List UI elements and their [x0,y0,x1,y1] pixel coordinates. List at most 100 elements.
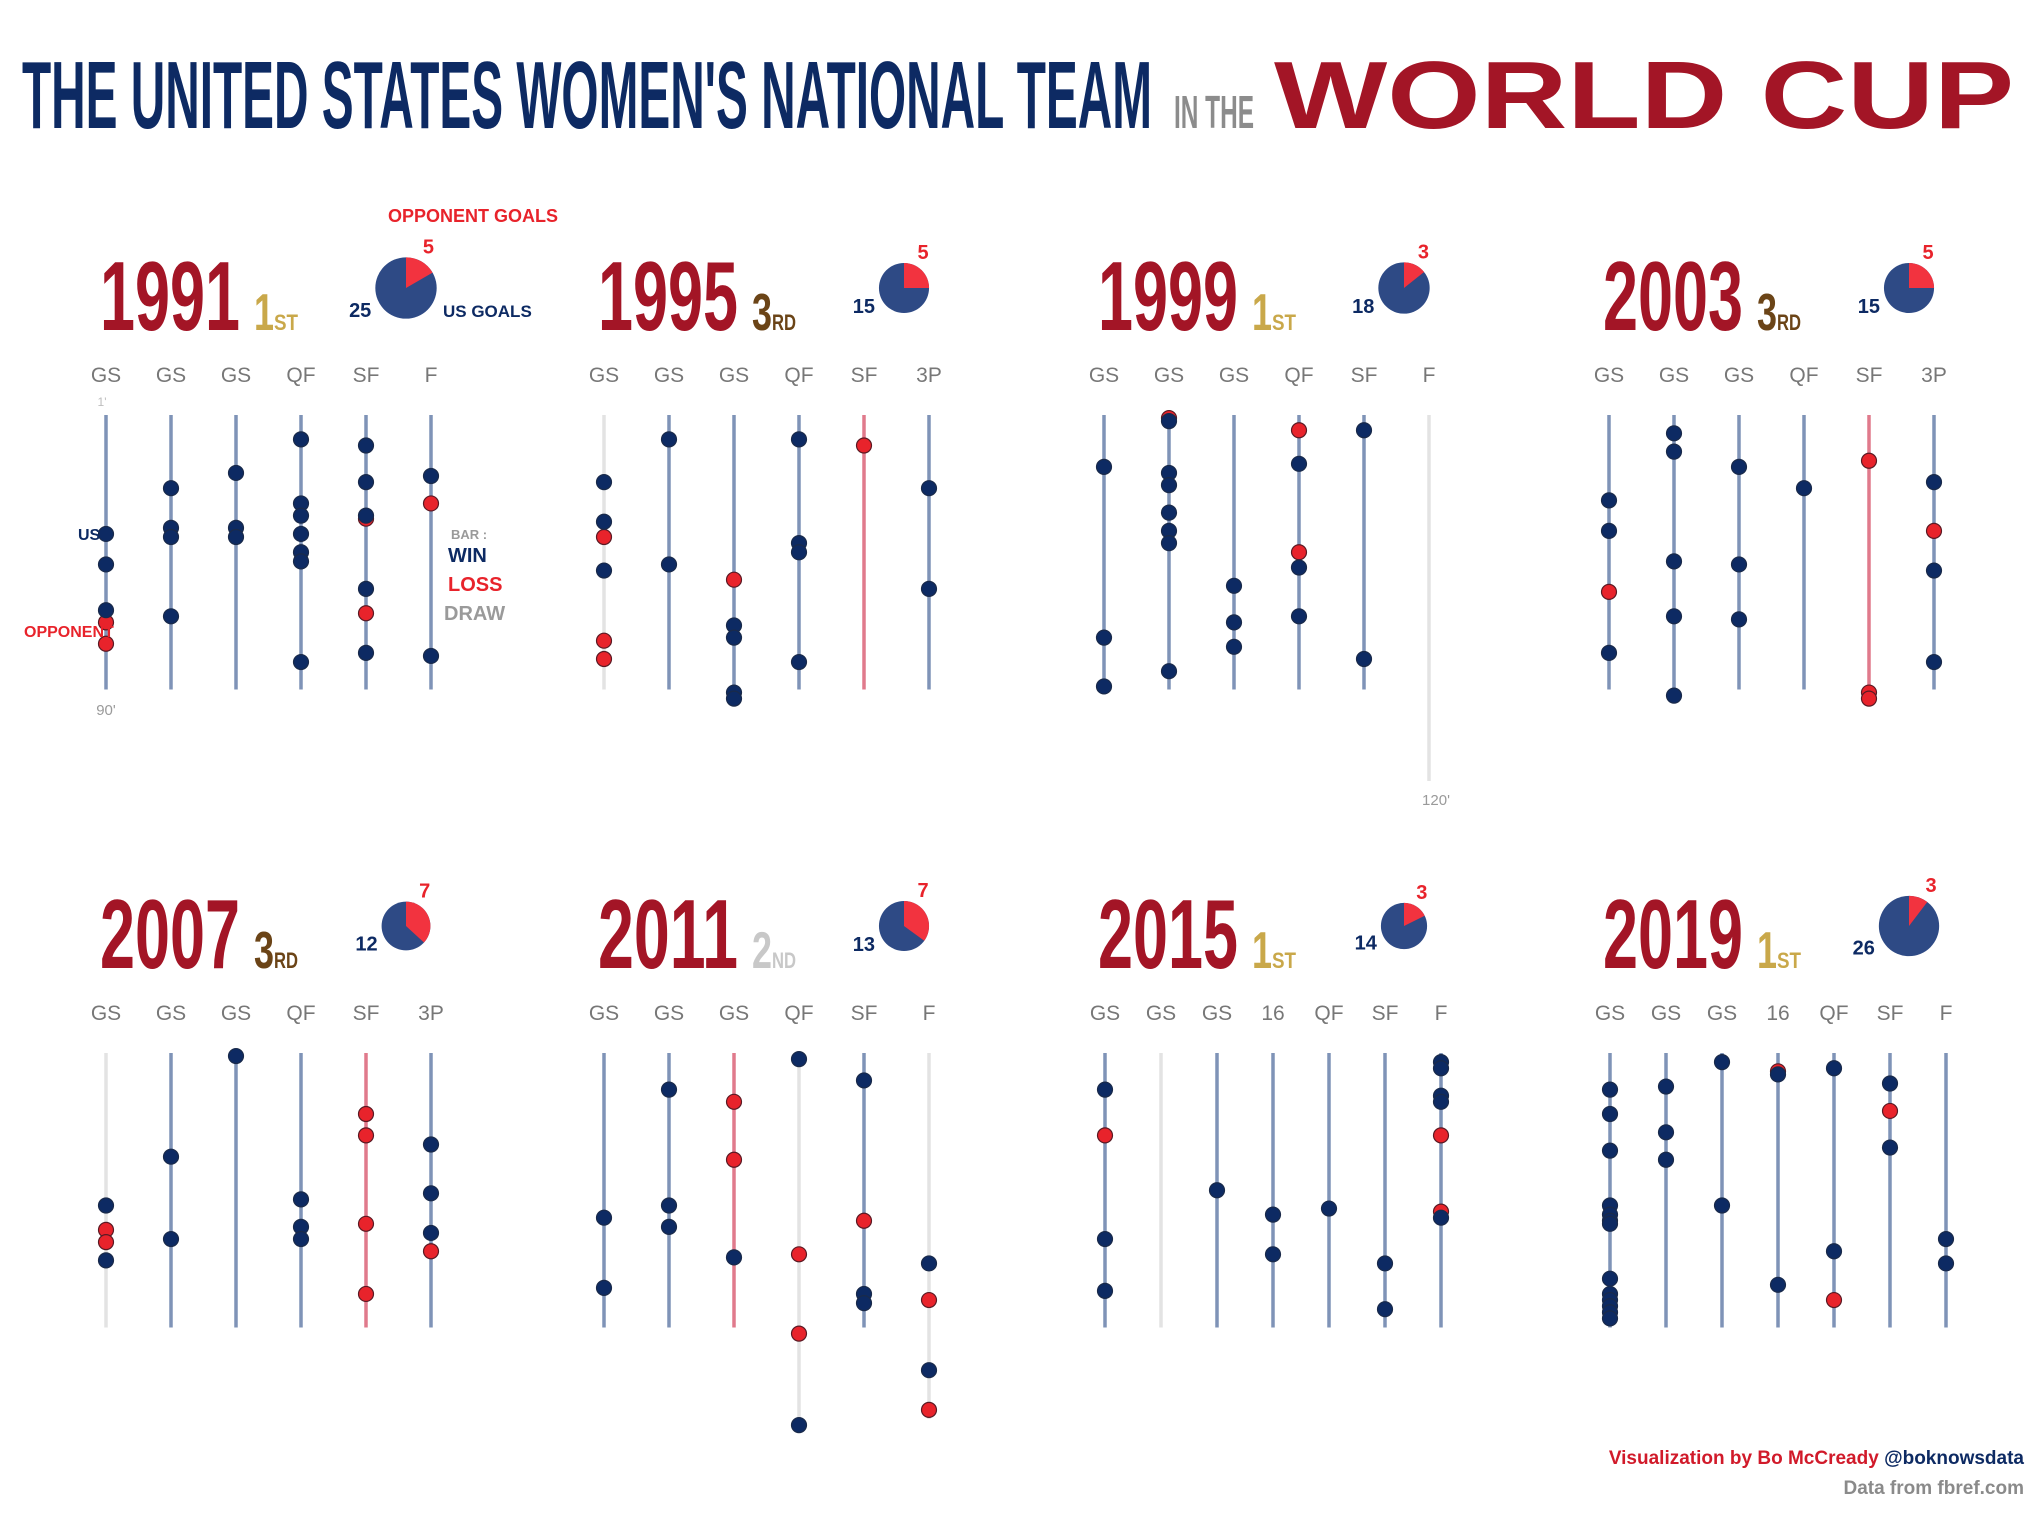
us-goal-dot [660,431,678,448]
finish-suffix: RD [274,948,298,973]
stage-label: SF [1856,364,1883,387]
us-goal-dot [790,431,808,448]
stage-label: 3P [916,364,942,387]
finish-number: 2 [752,922,772,980]
us-goal-dot [357,580,375,597]
opponent-goal-dot [97,635,115,652]
us-goal-dot [1665,553,1683,570]
us-goal-dot [1376,1301,1394,1318]
opponent-goal-dot [1881,1102,1899,1120]
us-goal-dot [422,1185,440,1202]
us-goal-dot [1657,1078,1675,1095]
us-goal-dot [1225,614,1243,631]
us-goal-dot [660,1081,678,1098]
stage-label: 16 [1766,1002,1789,1025]
us-goal-dot [1601,1270,1619,1287]
us-goal-dot [1096,1230,1114,1248]
us-goal-dot [1665,608,1683,625]
pie-opponent-goals: 5 [917,242,928,264]
us-goal-dot [1601,1081,1619,1098]
opponent-goal-dot [595,528,613,546]
stage-label: SF [1351,364,1378,387]
finish-suffix: ND [772,948,796,973]
pie-us-goals: 18 [1352,296,1374,318]
us-goal-dot [1925,653,1943,671]
stage-label: F [1435,1002,1448,1025]
credit-handle[interactable]: @boknowsdata [1884,1448,2024,1469]
us-goal-dot [227,528,245,546]
stage-label: GS [1724,364,1754,387]
stage-label: 3P [418,1002,444,1025]
stage-label: QF [1819,1002,1848,1025]
us-goal-dot [97,556,115,573]
opponent-goal-dot [1432,1127,1450,1144]
us-goal-dot [292,507,310,524]
chart-title: THE UNITED STATES WOMEN'S NATIONAL TEAM … [22,28,2016,158]
us-goal-dot [1600,522,1618,540]
year-label: 2003 [1603,241,1743,351]
stage-label: GS [1090,1002,1120,1025]
us-goal-dot [422,647,440,665]
us-goal-dot [1160,504,1178,521]
finish-suffix: ST [274,310,298,335]
us-goal-dot [1795,480,1813,497]
stage-label: GS [719,364,749,387]
us-goal-dot [1665,443,1683,460]
us-goal-dot [1355,422,1373,439]
opponent-goal-dot [855,437,873,454]
us-goal-dot [1601,1215,1619,1232]
us-goal-dot [1095,629,1113,646]
pie-opponent-goals: 7 [419,881,430,903]
us-goal-dot [1825,1060,1843,1077]
us-goal-dot [855,1072,873,1089]
us-goal-dot [1657,1124,1675,1141]
us-goal-dot [920,1362,938,1379]
us-goal-dot [725,1249,743,1266]
us-goal-dot [292,1230,310,1248]
title-connector: IN THE [1174,86,1254,138]
stage-label: QF [1284,364,1313,387]
stage-label: SF [353,364,380,387]
us-goal-dot [1095,678,1113,695]
stage-label: F [1423,364,1436,387]
stage-label: GS [156,1002,186,1025]
us-goal-dot [595,562,613,579]
title-graphic: THE UNITED STATES WOMEN'S NATIONAL TEAM … [22,42,2014,149]
us-goal-dot [292,1191,310,1208]
us-goal-dot [162,528,180,546]
year-label: 1999 [1098,241,1238,351]
opponent-goal-dot [357,1127,375,1144]
us-goal-dot [97,525,115,543]
us-goal-dot [1160,534,1178,552]
us-goal-dot [1264,1206,1282,1223]
finish-suffix: RD [1777,310,1801,335]
pie-opponent-slice [1404,902,1425,926]
opponent-goal-dot [357,1105,375,1123]
opponent-goal-dot [1825,1291,1843,1309]
us-goal-dot [1160,413,1178,430]
stage-label: 16 [1261,1002,1284,1025]
finish-suffix: ST [1272,310,1296,335]
us-goal-dot [790,544,808,561]
opponent-goal-dot [790,1246,808,1263]
year-label: 1991 [100,241,240,351]
finish-number: 1 [1757,922,1777,980]
us-goal-dot [595,474,613,491]
us-goal-dot [1432,1093,1450,1110]
us-goal-dot [1713,1197,1731,1214]
us-goal-dot [162,608,180,625]
stage-label: GS [91,1002,121,1025]
title-main: THE UNITED STATES WOMEN'S NATIONAL TEAM [22,42,1152,149]
year-label: 2015 [1098,879,1238,989]
us-goal-dot [97,1252,115,1269]
opponent-goal-dot [422,1243,440,1260]
us-goal-dot [595,1279,613,1296]
us-goal-dot [162,1148,180,1165]
pie-us-goals: 13 [853,934,875,956]
finish-suffix: RD [772,310,796,335]
pie-opponent-goals: 3 [1418,241,1429,263]
opponent-goal-dot [725,1151,743,1168]
pie-us-goals: 12 [355,933,377,955]
pie-opponent-slice [406,901,431,943]
